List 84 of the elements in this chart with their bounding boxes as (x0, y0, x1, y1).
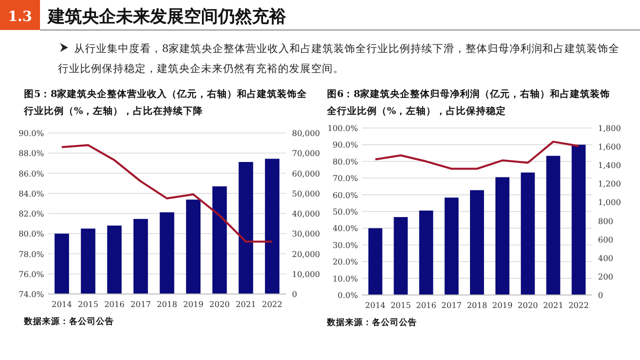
bar (54, 234, 70, 294)
bar (212, 186, 227, 294)
y-tick-label: 84.0% (18, 189, 44, 198)
y2-tick-label: 1,000 (598, 198, 621, 208)
bar (444, 198, 459, 295)
y-tick-label: 10.0% (332, 274, 358, 284)
y2-tick-label: 30,000 (292, 230, 320, 239)
bar (470, 190, 484, 295)
y2-tick-label: 50,000 (292, 189, 320, 198)
y2-tick-label: 1,400 (598, 161, 621, 170)
line-series (60, 144, 274, 243)
y-tick-label: 50.0% (332, 208, 358, 216)
bar (419, 210, 434, 295)
x-tick-label: 2018 (466, 301, 488, 310)
bar (160, 212, 174, 294)
y-tick-label: 74.0% (18, 290, 44, 299)
bar (80, 228, 96, 294)
bar (520, 172, 535, 295)
source-note: 数据来源：各公司公告 (23, 316, 114, 327)
bar (107, 226, 122, 294)
y-tick-label: 70.0% (332, 174, 358, 184)
x-tick-label: 2017 (441, 301, 462, 310)
x-tick-label: 2022 (568, 301, 589, 310)
x-tick-label: 2020 (209, 300, 230, 309)
y-tick-label: 90.0% (18, 129, 44, 138)
x-tick-label: 2019 (183, 300, 204, 309)
y-tick-label: 80.0% (332, 157, 358, 166)
y2-tick-label: 10,000 (292, 270, 320, 279)
y-tick-label: 78.0% (18, 250, 44, 259)
x-tick-label: 2014 (52, 300, 72, 309)
bar (186, 200, 201, 294)
y-tick-label: 82.0% (18, 210, 44, 218)
chart-title: 图5：8家建筑央企整体营业收入（亿元，右轴）和占建筑装饰全行业比例（%，左轴），占比在持续下降 (23, 88, 308, 117)
y-tick-label: 40.0% (332, 224, 358, 234)
x-tick-label: 2020 (518, 301, 538, 310)
y-tick-label: 88.0% (18, 149, 44, 158)
y-tick-label: 76.0% (18, 270, 44, 279)
x-tick-label: 2016 (416, 301, 436, 310)
y-tick-label: 20.0% (332, 258, 358, 267)
y-tick-label: 0.0% (338, 291, 358, 300)
x-tick-label: 2015 (390, 301, 411, 310)
y-tick-label: 100.0% (327, 124, 358, 133)
y-tick-label: 60.0% (332, 190, 358, 200)
y2-tick-label: 400 (598, 254, 614, 263)
bar (394, 217, 408, 295)
x-tick-label: 2021 (543, 301, 564, 310)
y2-tick-label: 200 (598, 272, 614, 282)
text: 从行业集中度看，8家建筑央企整体营业收入和占建筑装饰全行业比例持续下滑，整体归母净利润和占建筑装饰全行业比例保持稳定，建筑央企未来仍然有充裕的发展空间。 (58, 42, 620, 75)
x-tick-label: 2017 (130, 300, 151, 309)
bar (495, 177, 510, 295)
bar (264, 158, 280, 294)
bar (368, 228, 382, 295)
y2-tick-label: 70,000 (292, 149, 320, 158)
chart-title: 图6：8家建筑央企整体归母净利润（亿元，右轴）和占建筑装饰全行业比例（%，左轴），占比保持稳定 (326, 88, 610, 117)
x-tick-label: 2014 (365, 301, 386, 310)
bar (546, 156, 560, 295)
text: 建筑央企未来发展空间仍然充裕 (46, 7, 287, 27)
x-tick-label: 2021 (236, 300, 256, 309)
x-tick-label: 2022 (262, 300, 282, 309)
y2-tick-label: 80,000 (292, 129, 320, 138)
y2-tick-label: 600 (598, 235, 614, 244)
bar (133, 218, 148, 294)
y2-tick-label: 1,800 (598, 124, 621, 133)
x-tick-label: 2016 (104, 300, 125, 309)
x-tick-label: 2019 (492, 301, 513, 310)
bar (572, 144, 586, 295)
y-tick-label: 90.0% (332, 140, 358, 150)
y-tick-label: 80.0% (18, 230, 44, 239)
y2-tick-label: 40,000 (292, 210, 320, 218)
y2-tick-label: 20,000 (292, 250, 320, 259)
source-note: 数据来源：各公司公告 (326, 317, 417, 328)
y-tick-label: 30.0% (332, 240, 358, 250)
bar (238, 162, 254, 294)
y2-tick-label: 1,600 (598, 142, 621, 152)
x-tick-label: 2015 (78, 300, 98, 309)
text: 1.3 (8, 9, 32, 25)
y-tick-label: 86.0% (18, 169, 44, 178)
line-series (374, 140, 580, 170)
y2-tick-label: 0 (292, 290, 298, 299)
y2-tick-label: 60,000 (292, 169, 320, 178)
x-tick-label: 2018 (156, 300, 178, 309)
y2-tick-label: 1,200 (598, 180, 621, 189)
y2-tick-label: 0 (598, 291, 604, 300)
y2-tick-label: 800 (598, 216, 614, 226)
